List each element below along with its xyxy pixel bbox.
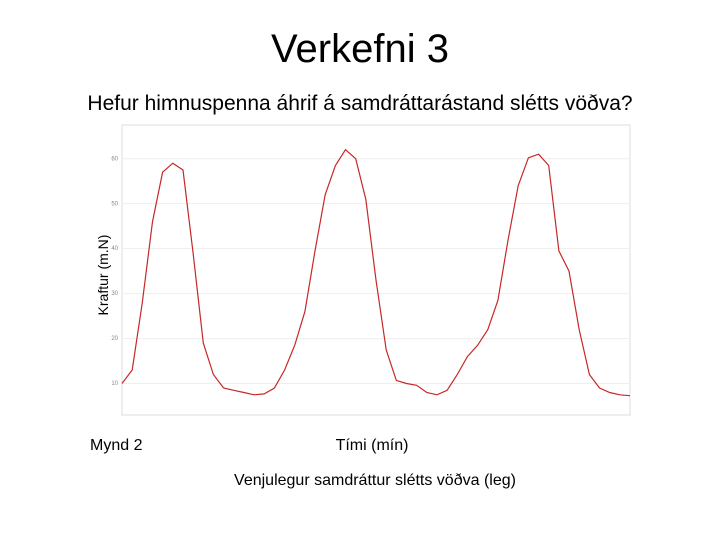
y-tick-label: 20 [111, 336, 118, 342]
y-axis-label: Kraftur (m.N) [95, 235, 111, 316]
subtitle: Hefur himnuspenna áhrif á samdráttarásta… [87, 92, 632, 115]
x-axis-label: Tími (mín) [336, 437, 409, 454]
y-tick-label: 60 [111, 156, 118, 162]
y-tick-label: 40 [111, 246, 118, 252]
y-tick-label: 10 [111, 381, 118, 387]
trace-line [121, 148, 631, 397]
plot-area [121, 124, 631, 416]
y-tick-label: 50 [111, 201, 118, 207]
y-tick-label: 30 [111, 291, 118, 297]
caption: Mynd 2 [90, 437, 143, 454]
slide-title: Verkefni 3 [271, 27, 449, 71]
footnote: Venjulegur samdráttur slétts vöðva (leg) [234, 472, 516, 489]
